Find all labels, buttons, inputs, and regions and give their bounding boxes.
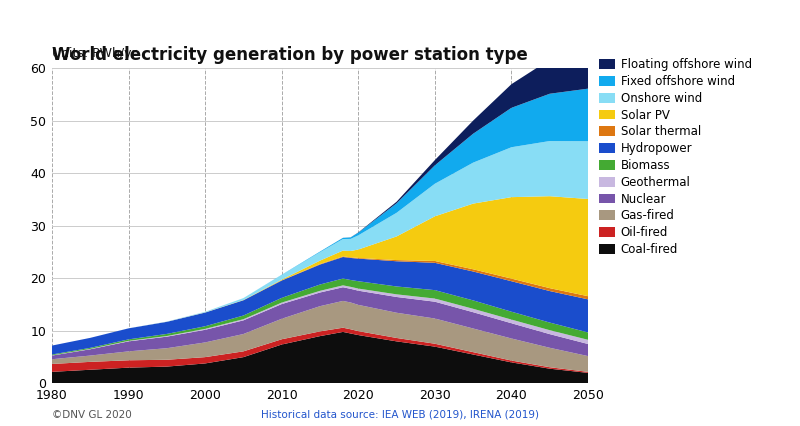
Text: ©DNV GL 2020: ©DNV GL 2020 <box>52 410 132 420</box>
Text: Units: PWh/yr: Units: PWh/yr <box>52 47 137 60</box>
Text: World electricity generation by power station type: World electricity generation by power st… <box>52 46 528 64</box>
Legend: Floating offshore wind, Fixed offshore wind, Onshore wind, Solar PV, Solar therm: Floating offshore wind, Fixed offshore w… <box>599 58 752 256</box>
Text: Historical data source: IEA WEB (2019), IRENA (2019): Historical data source: IEA WEB (2019), … <box>261 410 539 420</box>
